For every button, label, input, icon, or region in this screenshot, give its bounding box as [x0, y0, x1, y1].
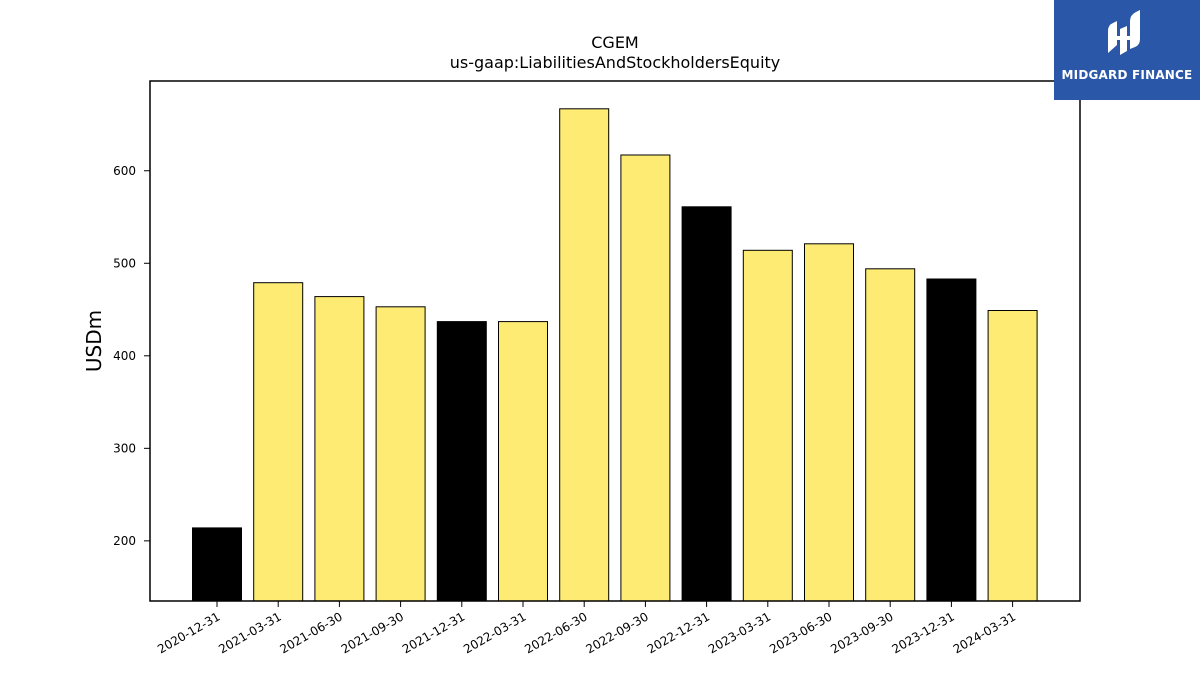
x-tick-label: 2021-12-31 — [400, 609, 467, 656]
x-ticks-group: 2020-12-312021-03-312021-06-302021-09-30… — [155, 601, 1018, 656]
bars-group — [192, 108, 1038, 602]
bar-2022-06-30 — [559, 108, 610, 602]
bar-2020-12-31 — [192, 527, 242, 602]
x-tick-label: 2021-06-30 — [277, 609, 344, 656]
x-tick-label: 2023-09-30 — [828, 609, 895, 656]
y-ticks-group: 200 300 400 500 600 — [113, 164, 150, 548]
x-tick-label: 2023-06-30 — [767, 609, 834, 656]
x-tick-label: 2023-03-31 — [706, 609, 773, 656]
y-tick-label: 200 — [113, 534, 136, 548]
x-tick-label: 2020-12-31 — [155, 609, 222, 656]
y-tick-label: 300 — [113, 441, 136, 455]
chart-title: CGEM — [591, 33, 638, 52]
bar-2022-03-31 — [498, 321, 548, 602]
bar-2021-03-31 — [253, 282, 304, 602]
x-tick-label: 2023-12-31 — [889, 609, 956, 656]
y-axis-label: USDm — [82, 310, 106, 372]
bar-2023-09-30 — [865, 268, 916, 602]
y-tick-label: 500 — [113, 256, 136, 270]
bar-2024-03-31 — [987, 310, 1038, 602]
bar-2021-09-30 — [375, 306, 426, 602]
bar-2023-03-31 — [742, 249, 793, 602]
x-tick-label: 2022-12-31 — [645, 609, 712, 656]
bar-2022-09-30 — [620, 154, 671, 602]
x-tick-label: 2022-03-31 — [461, 609, 528, 656]
x-tick-label: 2021-09-30 — [339, 609, 406, 656]
chart-subtitle: us-gaap:LiabilitiesAndStockholdersEquity — [450, 53, 781, 72]
bar-2023-06-30 — [804, 243, 854, 602]
x-tick-label: 2024-03-31 — [951, 609, 1018, 656]
plot-frame — [149, 80, 1081, 602]
brand-logo: MIDGARD FINANCE — [1054, 0, 1200, 100]
bar-2023-12-31 — [926, 278, 977, 602]
brand-name: MIDGARD FINANCE — [1061, 68, 1193, 82]
x-tick-label: 2022-06-30 — [522, 609, 589, 656]
midgard-logo-icon — [1108, 10, 1140, 55]
bar-2021-06-30 — [314, 296, 365, 602]
x-tick-label: 2021-03-31 — [216, 609, 283, 656]
x-tick-label: 2022-09-30 — [583, 609, 650, 656]
bar-2021-12-31 — [436, 321, 487, 602]
y-tick-label: 400 — [113, 349, 136, 363]
bar-2022-12-31 — [681, 206, 732, 602]
y-tick-label: 600 — [113, 164, 136, 178]
